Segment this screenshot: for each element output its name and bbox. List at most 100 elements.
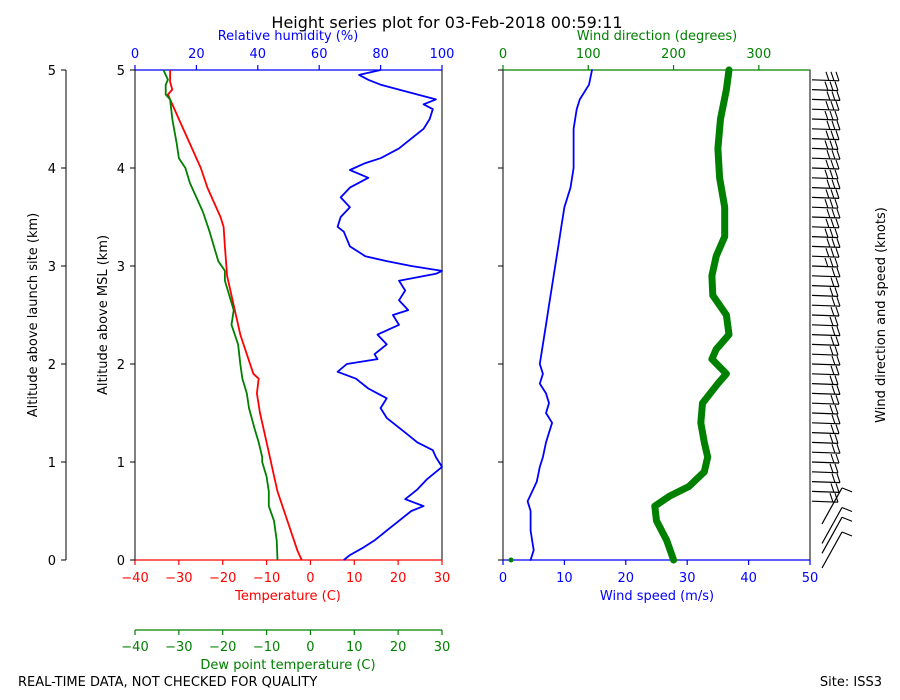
wind-barb-feather	[829, 316, 834, 326]
wind-barb-feather	[829, 140, 834, 150]
wind-barb-feather	[841, 506, 853, 513]
wind-barb-staff	[811, 294, 839, 297]
wind-barb-feather	[834, 463, 839, 473]
wind-barb-staff	[811, 383, 839, 386]
wind-barb-feather	[834, 287, 839, 297]
wind-speed-axis-tick-label: 50	[802, 571, 819, 586]
wind-barb-staff	[821, 487, 843, 525]
wind-direction-axis-tick-label: 200	[661, 47, 686, 62]
wind-barb-feather	[835, 71, 840, 81]
wind-barb-feather	[830, 453, 835, 464]
wind-barb-feather	[825, 159, 830, 170]
wind-barb-staff	[811, 490, 840, 493]
wind-barb-staff	[811, 363, 841, 366]
wind-barb-feather	[830, 483, 835, 493]
wind-barb-feather	[836, 297, 841, 307]
dewpoint-axis-tick-label: 0	[306, 640, 314, 655]
outer-altitude-tick-label: 4	[48, 162, 56, 177]
wind-barb-feather	[831, 326, 836, 336]
wind-barb-feather	[829, 404, 834, 415]
wind-barb-feather	[829, 81, 834, 91]
rh-axis-tick-label: 40	[250, 47, 267, 62]
wind-barb-feather	[831, 150, 836, 160]
dewpoint-axis-tick-label: −10	[253, 640, 280, 655]
wind-direction-axis-tick-label: 100	[576, 47, 601, 62]
wind-barb-feather	[829, 346, 834, 356]
wind-barb-feather	[831, 91, 836, 101]
wind-barb-staff	[811, 412, 839, 415]
wind-barb-staff	[811, 187, 841, 190]
wind-barb-feather	[830, 248, 835, 258]
wind-barb-feather	[841, 487, 853, 493]
wind-barbs-label: Wind direction and speed (knots)	[874, 207, 889, 423]
temperature-axis-label: Temperature (C)	[234, 589, 341, 604]
wind-barb-feather	[825, 218, 830, 228]
wind-barb-staff	[811, 334, 841, 337]
site-label: Site: ISS3	[820, 675, 882, 690]
wind-barb-feather	[831, 414, 836, 424]
wind-barb-feather	[834, 140, 839, 150]
wind-barb-staff	[811, 118, 839, 121]
wind-barb-feather	[835, 424, 840, 434]
wind-barb-feather	[835, 483, 840, 493]
wind-barb-feather	[830, 101, 835, 111]
wind-barb-staff	[811, 441, 839, 444]
wind-barb-staff	[811, 177, 839, 180]
dewpoint-axis-tick-label: 10	[346, 640, 363, 655]
wind-barb-feather	[830, 71, 835, 81]
wind-barb-feather	[836, 150, 841, 160]
wind-barb-feather	[830, 130, 835, 140]
wind-direction-axis-tick-label: 300	[746, 47, 771, 62]
wind-barb-staff	[811, 245, 841, 248]
wind-barb-staff	[811, 481, 841, 484]
inner-altitude-tick-label: 5	[117, 64, 125, 79]
dewpoint-line	[162, 69, 279, 561]
wind-barb-staff	[811, 167, 840, 170]
wind-barb-feather	[835, 159, 840, 170]
wind-barb-feather	[826, 179, 831, 189]
wind-barb-staff	[811, 206, 839, 209]
wind-direction-axis-label: Wind direction (degrees)	[577, 29, 737, 44]
wind-barb-feather	[829, 493, 834, 503]
inner-altitude-tick-label: 3	[117, 260, 125, 275]
wind-barb-feather	[826, 150, 831, 160]
dewpoint-axis-tick-label: 20	[390, 640, 407, 655]
outer-altitude-tick-label: 2	[48, 358, 56, 373]
wind-start-marker	[508, 557, 514, 563]
rh-axis-tick-label: 0	[131, 47, 139, 62]
wind-barb-staff	[811, 392, 841, 395]
wind-barb-staff	[811, 343, 840, 346]
wind-barb-feather	[831, 444, 836, 454]
wind-barb-staff	[811, 138, 840, 141]
wind-barb-feather	[825, 248, 830, 258]
wind-barb-feather	[834, 375, 839, 385]
wind-barb-feather	[835, 395, 840, 405]
wind-barb-feather	[835, 336, 840, 346]
wind-barb-feather	[835, 189, 840, 199]
wind-barb-feather	[836, 267, 841, 277]
wind-barb-staff	[811, 98, 841, 101]
wind-barb-feather	[824, 81, 829, 91]
wind-barb-feather	[825, 189, 830, 199]
wind-barb-staff	[821, 507, 843, 544]
inner-altitude-tick-label: 0	[117, 554, 125, 569]
wind-speed-axis-tick-label: 30	[679, 571, 696, 586]
wind-barb-feather	[834, 316, 839, 326]
outer-altitude-tick-label: 5	[48, 64, 56, 79]
rh-line	[336, 69, 443, 561]
wind-barbs	[811, 71, 853, 569]
wind-barb-feather	[834, 199, 839, 209]
inner-altitude-tick-label: 1	[117, 456, 125, 471]
wind-barb-feather	[830, 218, 835, 228]
temperature-axis-tick-label: 30	[434, 571, 451, 586]
outer-altitude-label: Altitude above launch site (km)	[26, 213, 41, 417]
wind-barb-staff	[811, 157, 841, 160]
wind-barb-feather	[830, 189, 835, 199]
rh-axis-tick-label: 80	[372, 47, 389, 62]
inner-altitude-tick-label: 4	[117, 162, 125, 177]
wind-barb-feather	[829, 228, 834, 238]
wind-barb-staff	[811, 255, 840, 258]
wind-barb-feather	[831, 238, 836, 248]
dewpoint-axis-tick-label: −30	[165, 640, 192, 655]
